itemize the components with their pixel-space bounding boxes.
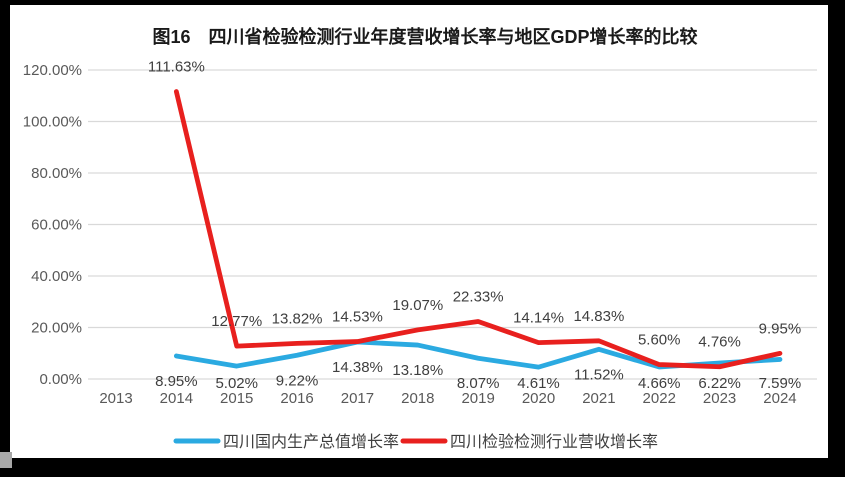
data-label: 13.18%: [392, 362, 443, 379]
data-label: 8.07%: [457, 375, 500, 392]
x-tick-label: 2021: [582, 390, 615, 407]
data-label: 14.14%: [513, 310, 564, 327]
x-tick-label: 2014: [160, 390, 193, 407]
legend: 四川国内生产总值增长率 四川检验检测行业营收增长率: [173, 433, 658, 451]
data-label: 5.02%: [215, 375, 258, 392]
x-tick-label: 2017: [341, 390, 374, 407]
x-tick-label: 2015: [220, 390, 253, 407]
data-label: 14.53%: [332, 309, 383, 326]
y-tick-label: 120.00%: [23, 62, 82, 79]
data-label: 4.66%: [638, 375, 681, 392]
data-label: 14.38%: [332, 359, 383, 376]
y-tick-label: 80.00%: [31, 165, 82, 182]
data-label: 22.33%: [453, 289, 504, 306]
data-label: 14.83%: [573, 308, 624, 325]
x-tick-label: 2024: [763, 390, 796, 407]
x-tick-label: 2019: [461, 390, 494, 407]
x-axis-labels: 2013 2014 2015 2016 2017 2018 2019 2020 2021 2022…: [99, 390, 796, 407]
y-tick-label: 60.00%: [31, 217, 82, 234]
data-label: 6.22%: [698, 375, 741, 392]
data-label: 4.76%: [698, 334, 741, 351]
legend-label-revenue: 四川检验检测行业营收增长率: [450, 433, 658, 451]
data-label: 19.07%: [392, 297, 443, 314]
x-tick-label: 2023: [703, 390, 736, 407]
y-tick-label: 20.00%: [31, 320, 82, 337]
y-axis-labels: 0.00% 20.00% 40.00% 60.00% 80.00% 100.00% 120.…: [23, 62, 82, 388]
data-labels: 8.95% 5.02% 9.22% 14.38% 13.18% 8.07% 4.61% 11.…: [148, 59, 801, 392]
data-label: 111.63%: [148, 59, 205, 76]
data-label: 9.22%: [276, 372, 319, 389]
data-label: 13.82%: [272, 310, 323, 327]
chart-title: 图16 四川省检验检测行业年度营收增长率与地区GDP增长率的比较: [152, 26, 697, 47]
x-tick-label: 2013: [99, 390, 132, 407]
data-label: 8.95%: [155, 373, 198, 390]
x-tick-label: 2016: [280, 390, 313, 407]
y-tick-label: 40.00%: [31, 268, 82, 285]
series-lines: [173, 89, 783, 370]
gridlines: [88, 69, 817, 380]
scan-artifact: [0, 452, 12, 468]
data-label: 5.60%: [638, 332, 681, 349]
data-label: 9.95%: [759, 320, 802, 337]
chart-panel: [10, 5, 828, 458]
legend-label-gdp: 四川国内生产总值增长率: [223, 433, 399, 451]
y-tick-label: 0.00%: [39, 371, 82, 388]
data-label: 4.61%: [517, 375, 560, 392]
data-label: 7.59%: [759, 375, 802, 392]
data-label: 11.52%: [574, 366, 624, 383]
x-tick-label: 2020: [522, 390, 555, 407]
x-tick-label: 2022: [643, 390, 676, 407]
series-line-1: [173, 89, 783, 370]
data-label: 12.77%: [211, 313, 262, 330]
y-tick-label: 100.00%: [23, 114, 82, 131]
x-tick-label: 2018: [401, 390, 434, 407]
